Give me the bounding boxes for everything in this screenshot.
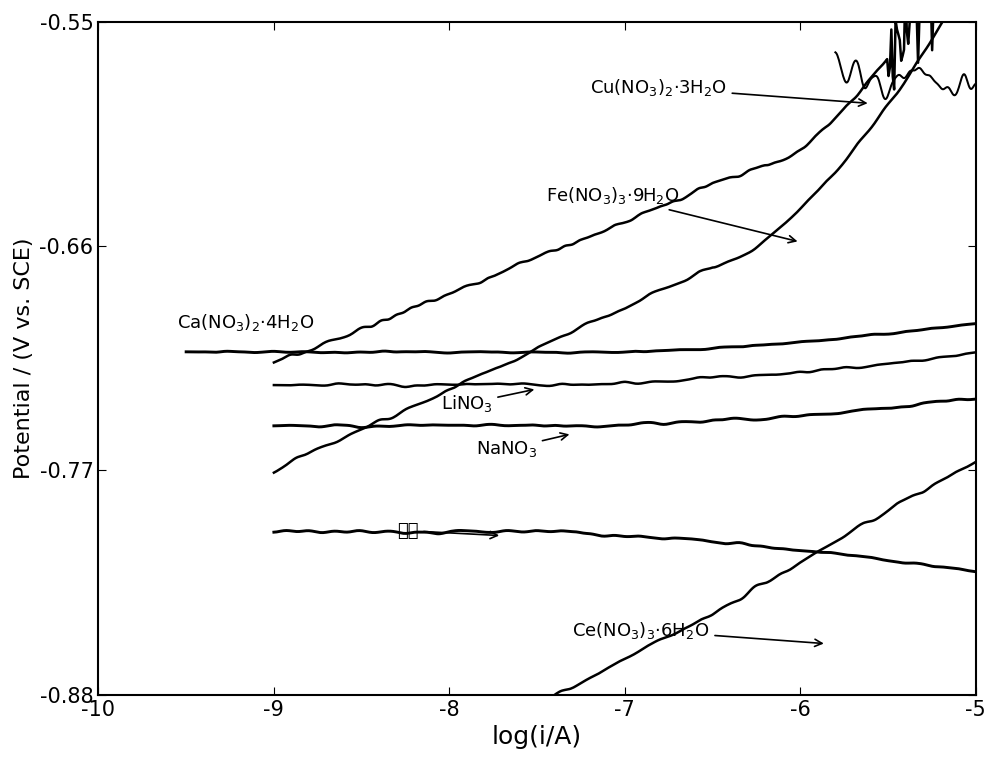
Text: LiNO$_3$: LiNO$_3$ xyxy=(441,388,533,414)
Text: 空白: 空白 xyxy=(397,522,497,539)
Text: Cu(NO$_3$)$_2$$\cdot$3H$_2$O: Cu(NO$_3$)$_2$$\cdot$3H$_2$O xyxy=(590,77,866,106)
Text: Ce(NO$_3$)$_3$$\cdot$6H$_2$O: Ce(NO$_3$)$_3$$\cdot$6H$_2$O xyxy=(572,620,822,646)
Text: NaNO$_3$: NaNO$_3$ xyxy=(476,433,568,459)
X-axis label: log(i/A): log(i/A) xyxy=(492,725,582,749)
Text: Ca(NO$_3$)$_2$$\cdot$4H$_2$O: Ca(NO$_3$)$_2$$\cdot$4H$_2$O xyxy=(177,312,315,351)
Text: Fe(NO$_3$)$_3$$\cdot$9H$_2$O: Fe(NO$_3$)$_3$$\cdot$9H$_2$O xyxy=(546,185,796,243)
Y-axis label: Potential / (V vs. SCE): Potential / (V vs. SCE) xyxy=(14,237,34,479)
